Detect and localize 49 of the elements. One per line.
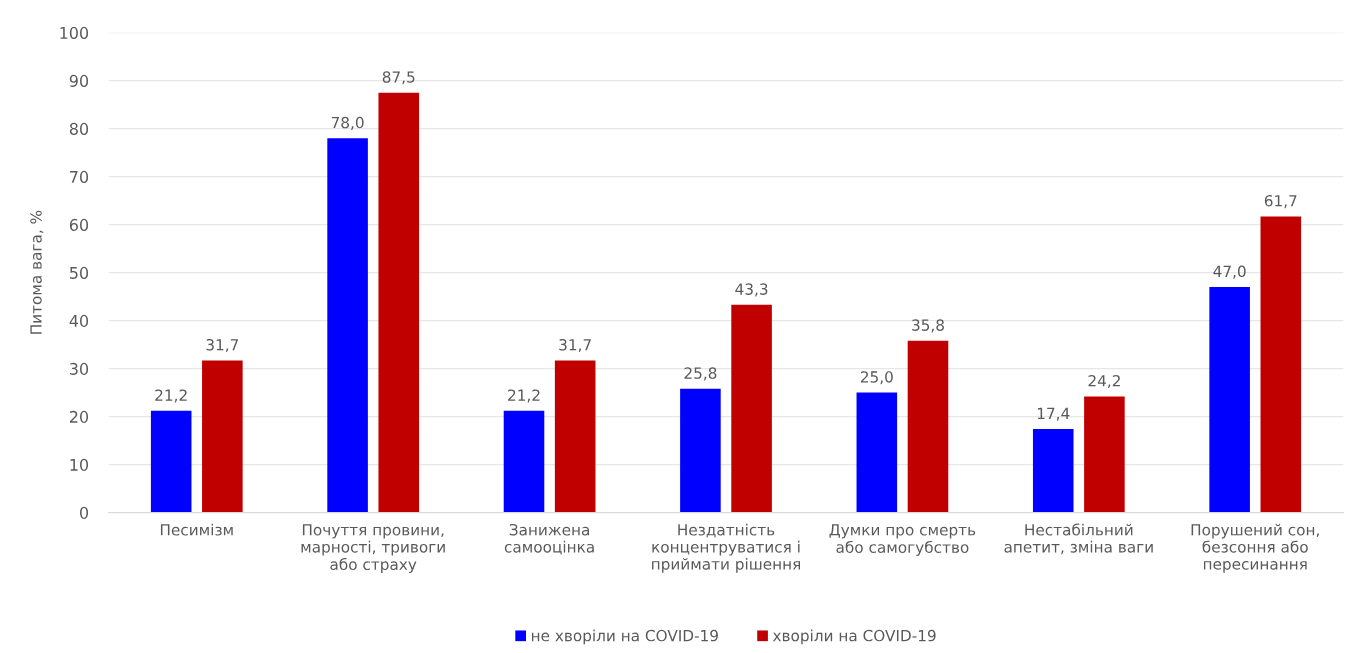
bar (202, 360, 243, 513)
data-label: 31,7 (559, 339, 591, 353)
legend-label: хворіли на COVID-19 (772, 629, 936, 645)
data-label: 21,2 (155, 389, 187, 403)
x-tick-label: Почуття провини, марності, тривоги або страху (301, 524, 445, 574)
bar (907, 340, 949, 513)
bar (731, 304, 772, 513)
x-tick-label: Нездатність концентруватися і приймати рішення (652, 523, 800, 573)
legend-label: не хворіли на COVID-19 (531, 629, 718, 645)
bar (150, 410, 192, 513)
y-tick-label: 50 (70, 266, 89, 279)
x-tick-label: Занижена самооцінка (504, 523, 594, 555)
data-label: 87,5 (382, 71, 415, 85)
y-tick-label: 0 (80, 506, 89, 519)
data-label: 31,7 (206, 339, 239, 353)
data-label: 24,2 (1088, 375, 1120, 389)
bar (378, 92, 420, 513)
data-label: 61,7 (1264, 195, 1297, 209)
data-label: 47,0 (1213, 265, 1246, 279)
data-label: 21,2 (508, 389, 540, 403)
y-tick-label: 100 (60, 26, 89, 39)
data-label: 43,3 (735, 283, 768, 297)
data-label: 78,0 (331, 116, 364, 130)
bar (503, 410, 545, 513)
y-tick-label: 70 (70, 170, 89, 183)
y-tick-label: 80 (69, 122, 89, 135)
x-tick-label: Думки про смерть або самогубство (829, 524, 976, 556)
bar (554, 360, 596, 513)
bar (856, 392, 898, 513)
data-label: 25,8 (684, 367, 717, 381)
data-label: 17,4 (1037, 407, 1070, 421)
y-tick-label: 10 (70, 458, 89, 471)
x-tick-label: Порушений сон, безсоння або пересинання (1191, 523, 1319, 573)
data-label: 25,0 (860, 371, 893, 385)
y-tick-label: 20 (69, 410, 89, 423)
y-tick-label: 90 (69, 74, 89, 87)
y-axis-title: Питома вага, % (30, 210, 44, 334)
bar (327, 138, 368, 513)
y-tick-label: 40 (69, 314, 89, 327)
data-label: 35,8 (912, 319, 944, 333)
bar (1209, 287, 1250, 513)
bar (1260, 216, 1302, 513)
y-tick-label: 30 (70, 362, 89, 375)
x-tick-label: Песимізм (160, 523, 233, 536)
y-tick-label: 60 (69, 218, 89, 231)
bar (1084, 396, 1125, 513)
x-tick-label: Нестабільний апетит, зміна ваги (1004, 523, 1153, 555)
bar (1032, 429, 1074, 513)
bar (680, 388, 721, 513)
